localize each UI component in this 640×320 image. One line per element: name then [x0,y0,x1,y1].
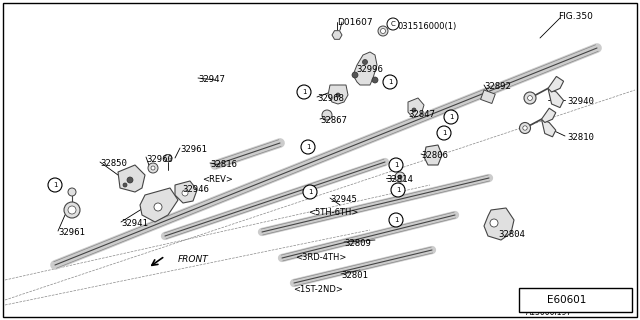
Text: <3RD-4TH>: <3RD-4TH> [295,253,346,262]
Circle shape [395,172,405,182]
Circle shape [372,77,378,83]
Text: D01607: D01607 [337,18,372,27]
Circle shape [389,213,403,227]
Text: 32941: 32941 [121,219,148,228]
Text: 32847: 32847 [408,110,435,119]
Bar [519,288,632,312]
Circle shape [490,219,498,227]
Text: 32940: 32940 [567,97,594,106]
Circle shape [64,202,80,218]
Circle shape [527,96,532,100]
Polygon shape [424,145,442,165]
Text: 32809: 32809 [344,239,371,248]
Text: FRONT: FRONT [178,255,209,264]
Text: 1: 1 [396,187,400,193]
Circle shape [389,158,403,172]
Polygon shape [353,52,377,85]
Text: 32892: 32892 [484,82,511,91]
Circle shape [520,123,531,133]
Text: 32816: 32816 [210,160,237,169]
Circle shape [68,188,76,196]
Text: C: C [390,21,396,27]
Circle shape [383,75,397,89]
Circle shape [412,108,416,112]
Circle shape [336,93,340,97]
Text: E60601: E60601 [547,295,586,305]
Bar [481,90,495,103]
Text: 1: 1 [442,130,446,136]
Circle shape [182,190,188,196]
Circle shape [301,140,315,154]
Text: 32960: 32960 [146,155,173,164]
Polygon shape [548,76,564,92]
Circle shape [127,177,133,183]
Text: 1: 1 [306,144,310,150]
Text: <REV>: <REV> [202,175,233,184]
Polygon shape [118,165,145,192]
Text: <5TH-6TH>: <5TH-6TH> [308,208,358,217]
Circle shape [297,85,311,99]
Text: 32850: 32850 [100,159,127,168]
Circle shape [154,203,162,211]
Text: 1: 1 [394,217,398,223]
Circle shape [437,126,451,140]
Polygon shape [484,208,514,240]
Circle shape [526,293,540,307]
Text: 32867: 32867 [320,116,347,125]
Circle shape [148,163,158,173]
Text: 031516000(1): 031516000(1) [398,22,457,31]
Circle shape [68,206,76,214]
Polygon shape [548,88,564,108]
Circle shape [381,28,385,34]
Text: 32806: 32806 [421,151,448,160]
Text: 32968: 32968 [317,94,344,103]
Text: 32945: 32945 [330,195,357,204]
Circle shape [362,60,367,65]
Polygon shape [328,85,348,104]
Text: 32801: 32801 [341,271,368,280]
Text: 32804: 32804 [498,230,525,239]
Text: 1: 1 [394,162,398,168]
Text: <1ST-2ND>: <1ST-2ND> [293,285,343,294]
Polygon shape [164,155,172,162]
Polygon shape [175,181,197,203]
Circle shape [352,72,358,78]
Text: 32814: 32814 [386,175,413,184]
Text: 1: 1 [52,182,57,188]
Circle shape [523,126,527,130]
Polygon shape [541,108,556,123]
Text: 1: 1 [301,89,307,95]
Text: 32810: 32810 [567,133,594,142]
Text: 32947: 32947 [198,75,225,84]
Circle shape [378,26,388,36]
Polygon shape [140,188,178,222]
Polygon shape [541,119,556,137]
Text: A13000I197: A13000I197 [526,308,572,317]
Circle shape [387,18,399,30]
Circle shape [398,175,402,179]
Text: 1: 1 [388,79,392,85]
Circle shape [151,166,155,170]
Circle shape [48,178,62,192]
Text: 1: 1 [308,189,312,195]
Circle shape [444,110,458,124]
Polygon shape [332,31,342,39]
Text: 32996: 32996 [356,65,383,74]
Circle shape [123,183,127,187]
Text: 32961: 32961 [180,145,207,154]
Text: 1: 1 [449,114,453,120]
Circle shape [303,185,317,199]
Circle shape [322,110,332,120]
Circle shape [391,183,405,197]
Polygon shape [408,98,424,118]
Text: 32961: 32961 [58,228,85,237]
Text: 1: 1 [531,297,535,303]
Circle shape [524,92,536,104]
Text: FIG.350: FIG.350 [558,12,593,21]
Text: 32946: 32946 [182,185,209,194]
